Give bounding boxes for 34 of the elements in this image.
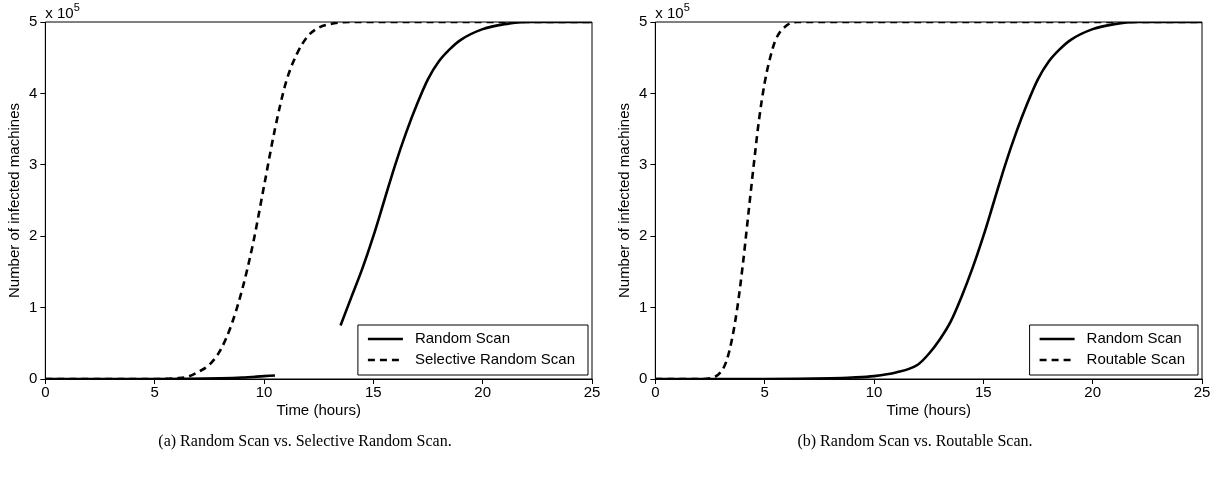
x-axis-title: Time (hours) <box>886 401 971 419</box>
y-axis-title: Number of infected machines <box>5 102 23 299</box>
y-tick-label: 1 <box>29 297 38 315</box>
legend-label: Random Scan <box>414 329 510 347</box>
legend-label: Random Scan <box>1086 329 1182 347</box>
y-tick-label: 4 <box>29 83 38 101</box>
x-tick-label: 5 <box>760 383 769 401</box>
y-tick-label: 5 <box>639 12 648 30</box>
y-tick-label: 4 <box>639 83 648 101</box>
y-tick-label: 2 <box>639 226 648 244</box>
y-tick-label: 2 <box>29 226 38 244</box>
y-tick-label: 0 <box>639 369 648 387</box>
x-tick-label: 0 <box>651 383 660 401</box>
x-tick-label: 25 <box>1193 383 1211 401</box>
x-tick-label: 15 <box>974 383 992 401</box>
y-tick-label: 0 <box>29 369 38 387</box>
y-tick-label: 1 <box>639 297 648 315</box>
x-tick-label: 10 <box>255 383 273 401</box>
text: (b) Random Scan vs. Routable Scan. <box>796 432 1034 450</box>
y-tick-label: 5 <box>29 12 38 30</box>
x-tick-label: 25 <box>583 383 601 401</box>
y-tick-label: 3 <box>639 154 648 172</box>
legend-label: Selective Random Scan <box>414 350 576 368</box>
legend-label: Routable Scan <box>1086 350 1186 368</box>
y-axis-title: Number of infected machines <box>615 102 633 299</box>
x-tick-label: 15 <box>364 383 382 401</box>
x-tick-label: 0 <box>41 383 50 401</box>
x-tick-label: 20 <box>1084 383 1102 401</box>
y-tick-label: 3 <box>29 154 38 172</box>
x-tick-label: 20 <box>474 383 492 401</box>
x-axis-title: Time (hours) <box>276 401 361 419</box>
x-tick-label: 5 <box>150 383 159 401</box>
x-tick-label: 10 <box>865 383 883 401</box>
text: (a) Random Scan vs. Selective Random Scan. <box>157 432 453 450</box>
